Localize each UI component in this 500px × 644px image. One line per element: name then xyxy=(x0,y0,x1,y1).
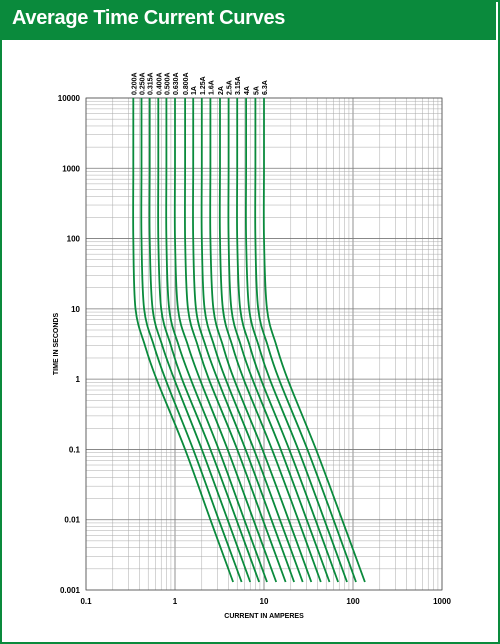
series-label: 5A xyxy=(253,86,260,95)
series-label: 0.250A xyxy=(140,72,147,95)
series-label: 3.15A xyxy=(235,76,242,95)
y-tick-label: 10 xyxy=(71,305,80,314)
series-curve xyxy=(132,97,234,583)
series-curve xyxy=(227,97,331,583)
series-curve xyxy=(157,97,260,583)
y-tick-label: 1000 xyxy=(62,164,80,173)
series-curve xyxy=(254,97,357,583)
x-tick-label: 0.1 xyxy=(80,597,92,606)
y-tick-label: 0.01 xyxy=(64,516,80,525)
x-tick-label: 10 xyxy=(260,597,269,606)
series-curve xyxy=(148,97,252,583)
y-tick-label: 10000 xyxy=(58,94,81,103)
series-label: 1.6A xyxy=(208,80,215,95)
series-label: 0.500A xyxy=(164,72,171,95)
series-label: 4A xyxy=(244,86,251,95)
y-tick-label: 100 xyxy=(67,235,81,244)
chart-title: Average Time Current Curves xyxy=(12,7,286,29)
x-tick-label: 100 xyxy=(346,597,360,606)
series-label: 6.3A xyxy=(262,80,269,95)
series-curve xyxy=(262,98,366,583)
series-curve xyxy=(165,98,268,583)
series-label: 2.5A xyxy=(227,80,234,95)
series-curve xyxy=(200,98,304,583)
x-axis-title: CURRENT IN AMPERES xyxy=(224,613,304,620)
series-curve xyxy=(140,97,243,583)
series-curve xyxy=(173,98,278,583)
series-curve xyxy=(209,98,313,583)
series-curve xyxy=(218,98,322,583)
x-tick-label: 1000 xyxy=(433,597,451,606)
y-tick-label: 1 xyxy=(76,375,81,384)
series-label: 0.800A xyxy=(183,72,190,95)
series-curve xyxy=(244,98,348,583)
y-tick-label: 0.1 xyxy=(69,445,81,454)
series-labels: 0.200A 0.250A 0.315A 0.400A 0.500A 0.630A 0.80… xyxy=(131,72,269,95)
axes: 10000 1000 100 10 1 0.1 0.01 0.001 0.1 1 10 100 1000… xyxy=(53,94,451,620)
series-label: 0.630A xyxy=(173,72,180,95)
y-tick-label: 0.001 xyxy=(60,586,81,595)
series-curve xyxy=(184,97,287,583)
x-tick-label: 1 xyxy=(173,597,178,606)
series-label: 1.25A xyxy=(200,76,207,95)
series-curve xyxy=(236,98,339,583)
series-curves xyxy=(132,97,366,583)
series-label: 0.200A xyxy=(131,72,138,95)
series-label: 1A xyxy=(191,86,198,95)
series-curve xyxy=(192,97,295,583)
y-axis-title: TIME IN SECONDS xyxy=(53,313,60,376)
header-bar: Average Time Current Curves xyxy=(0,0,496,40)
series-label: 2A xyxy=(218,86,225,95)
series-label: 0.315A xyxy=(148,72,155,95)
series-label: 0.400A xyxy=(156,72,163,95)
